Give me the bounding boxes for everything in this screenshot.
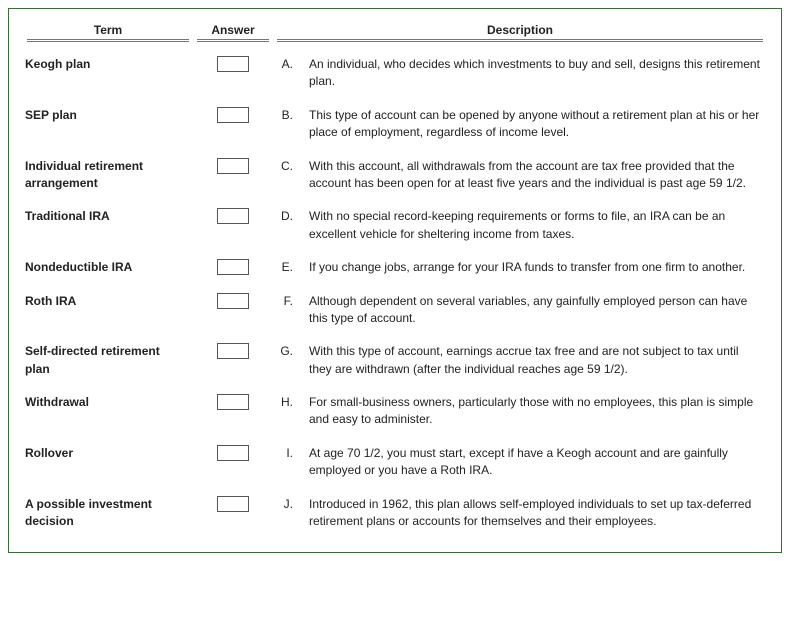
table-row: Individual retirement arrangement C.With …: [23, 150, 767, 201]
matching-table-container: Term Answer Description Keogh plan A.An i…: [8, 8, 782, 553]
term-cell: Nondeductible IRA: [23, 251, 193, 284]
term-cell: A possible investment decision: [23, 488, 193, 539]
answer-cell: [193, 285, 273, 336]
answer-cell: [193, 437, 273, 488]
table-row: Keogh plan A.An individual, who decides w…: [23, 48, 767, 99]
answer-cell: [193, 251, 273, 284]
term-cell: Withdrawal: [23, 386, 193, 437]
answer-input[interactable]: [217, 293, 249, 309]
table-row: Self-directed retirement plan G.With this…: [23, 335, 767, 386]
answer-cell: [193, 48, 273, 99]
table-row: Traditional IRA D.With no special record-…: [23, 200, 767, 251]
table-row: Rollover I.At age 70 1/2, you must start,…: [23, 437, 767, 488]
header-answer-label: Answer: [197, 23, 269, 42]
table-row: Roth IRA F.Although dependent on several …: [23, 285, 767, 336]
description-cell: For small-business owners, particularly …: [303, 386, 767, 437]
term-cell: Self-directed retirement plan: [23, 335, 193, 386]
description-cell: With this type of account, earnings accr…: [303, 335, 767, 386]
table-body: Keogh plan A.An individual, who decides w…: [23, 48, 767, 538]
answer-input[interactable]: [217, 208, 249, 224]
description-cell: This type of account can be opened by an…: [303, 99, 767, 150]
answer-cell: [193, 99, 273, 150]
header-description: Description: [273, 19, 767, 48]
table-row: A possible investment decision J.Introduc…: [23, 488, 767, 539]
term-cell: Traditional IRA: [23, 200, 193, 251]
answer-cell: [193, 488, 273, 539]
answer-input[interactable]: [217, 158, 249, 174]
term-cell: Rollover: [23, 437, 193, 488]
description-cell: Although dependent on several variables,…: [303, 285, 767, 336]
description-cell: If you change jobs, arrange for your IRA…: [303, 251, 767, 284]
term-cell: Individual retirement arrangement: [23, 150, 193, 201]
header-row: Term Answer Description: [23, 19, 767, 48]
description-cell: With no special record-keeping requireme…: [303, 200, 767, 251]
answer-input[interactable]: [217, 259, 249, 275]
answer-input[interactable]: [217, 343, 249, 359]
description-cell: At age 70 1/2, you must start, except if…: [303, 437, 767, 488]
letter-cell: E.: [273, 251, 303, 284]
description-cell: Introduced in 1962, this plan allows sel…: [303, 488, 767, 539]
description-cell: An individual, who decides which investm…: [303, 48, 767, 99]
answer-input[interactable]: [217, 107, 249, 123]
answer-input[interactable]: [217, 394, 249, 410]
letter-cell: H.: [273, 386, 303, 437]
answer-cell: [193, 150, 273, 201]
table-row: Withdrawal H.For small-business owners, p…: [23, 386, 767, 437]
letter-cell: C.: [273, 150, 303, 201]
table-row: SEP plan B.This type of account can be op…: [23, 99, 767, 150]
letter-cell: J.: [273, 488, 303, 539]
letter-cell: I.: [273, 437, 303, 488]
letter-cell: B.: [273, 99, 303, 150]
letter-cell: D.: [273, 200, 303, 251]
answer-cell: [193, 386, 273, 437]
term-cell: Keogh plan: [23, 48, 193, 99]
letter-cell: F.: [273, 285, 303, 336]
letter-cell: G.: [273, 335, 303, 386]
answer-input[interactable]: [217, 496, 249, 512]
answer-input[interactable]: [217, 445, 249, 461]
header-term: Term: [23, 19, 193, 48]
matching-table: Term Answer Description Keogh plan A.An i…: [23, 19, 767, 538]
term-cell: SEP plan: [23, 99, 193, 150]
header-term-label: Term: [27, 23, 189, 42]
letter-cell: A.: [273, 48, 303, 99]
term-cell: Roth IRA: [23, 285, 193, 336]
answer-cell: [193, 200, 273, 251]
answer-input[interactable]: [217, 56, 249, 72]
table-row: Nondeductible IRA E.If you change jobs, a…: [23, 251, 767, 284]
description-cell: With this account, all withdrawals from …: [303, 150, 767, 201]
header-description-label: Description: [277, 23, 763, 42]
header-answer: Answer: [193, 19, 273, 48]
answer-cell: [193, 335, 273, 386]
